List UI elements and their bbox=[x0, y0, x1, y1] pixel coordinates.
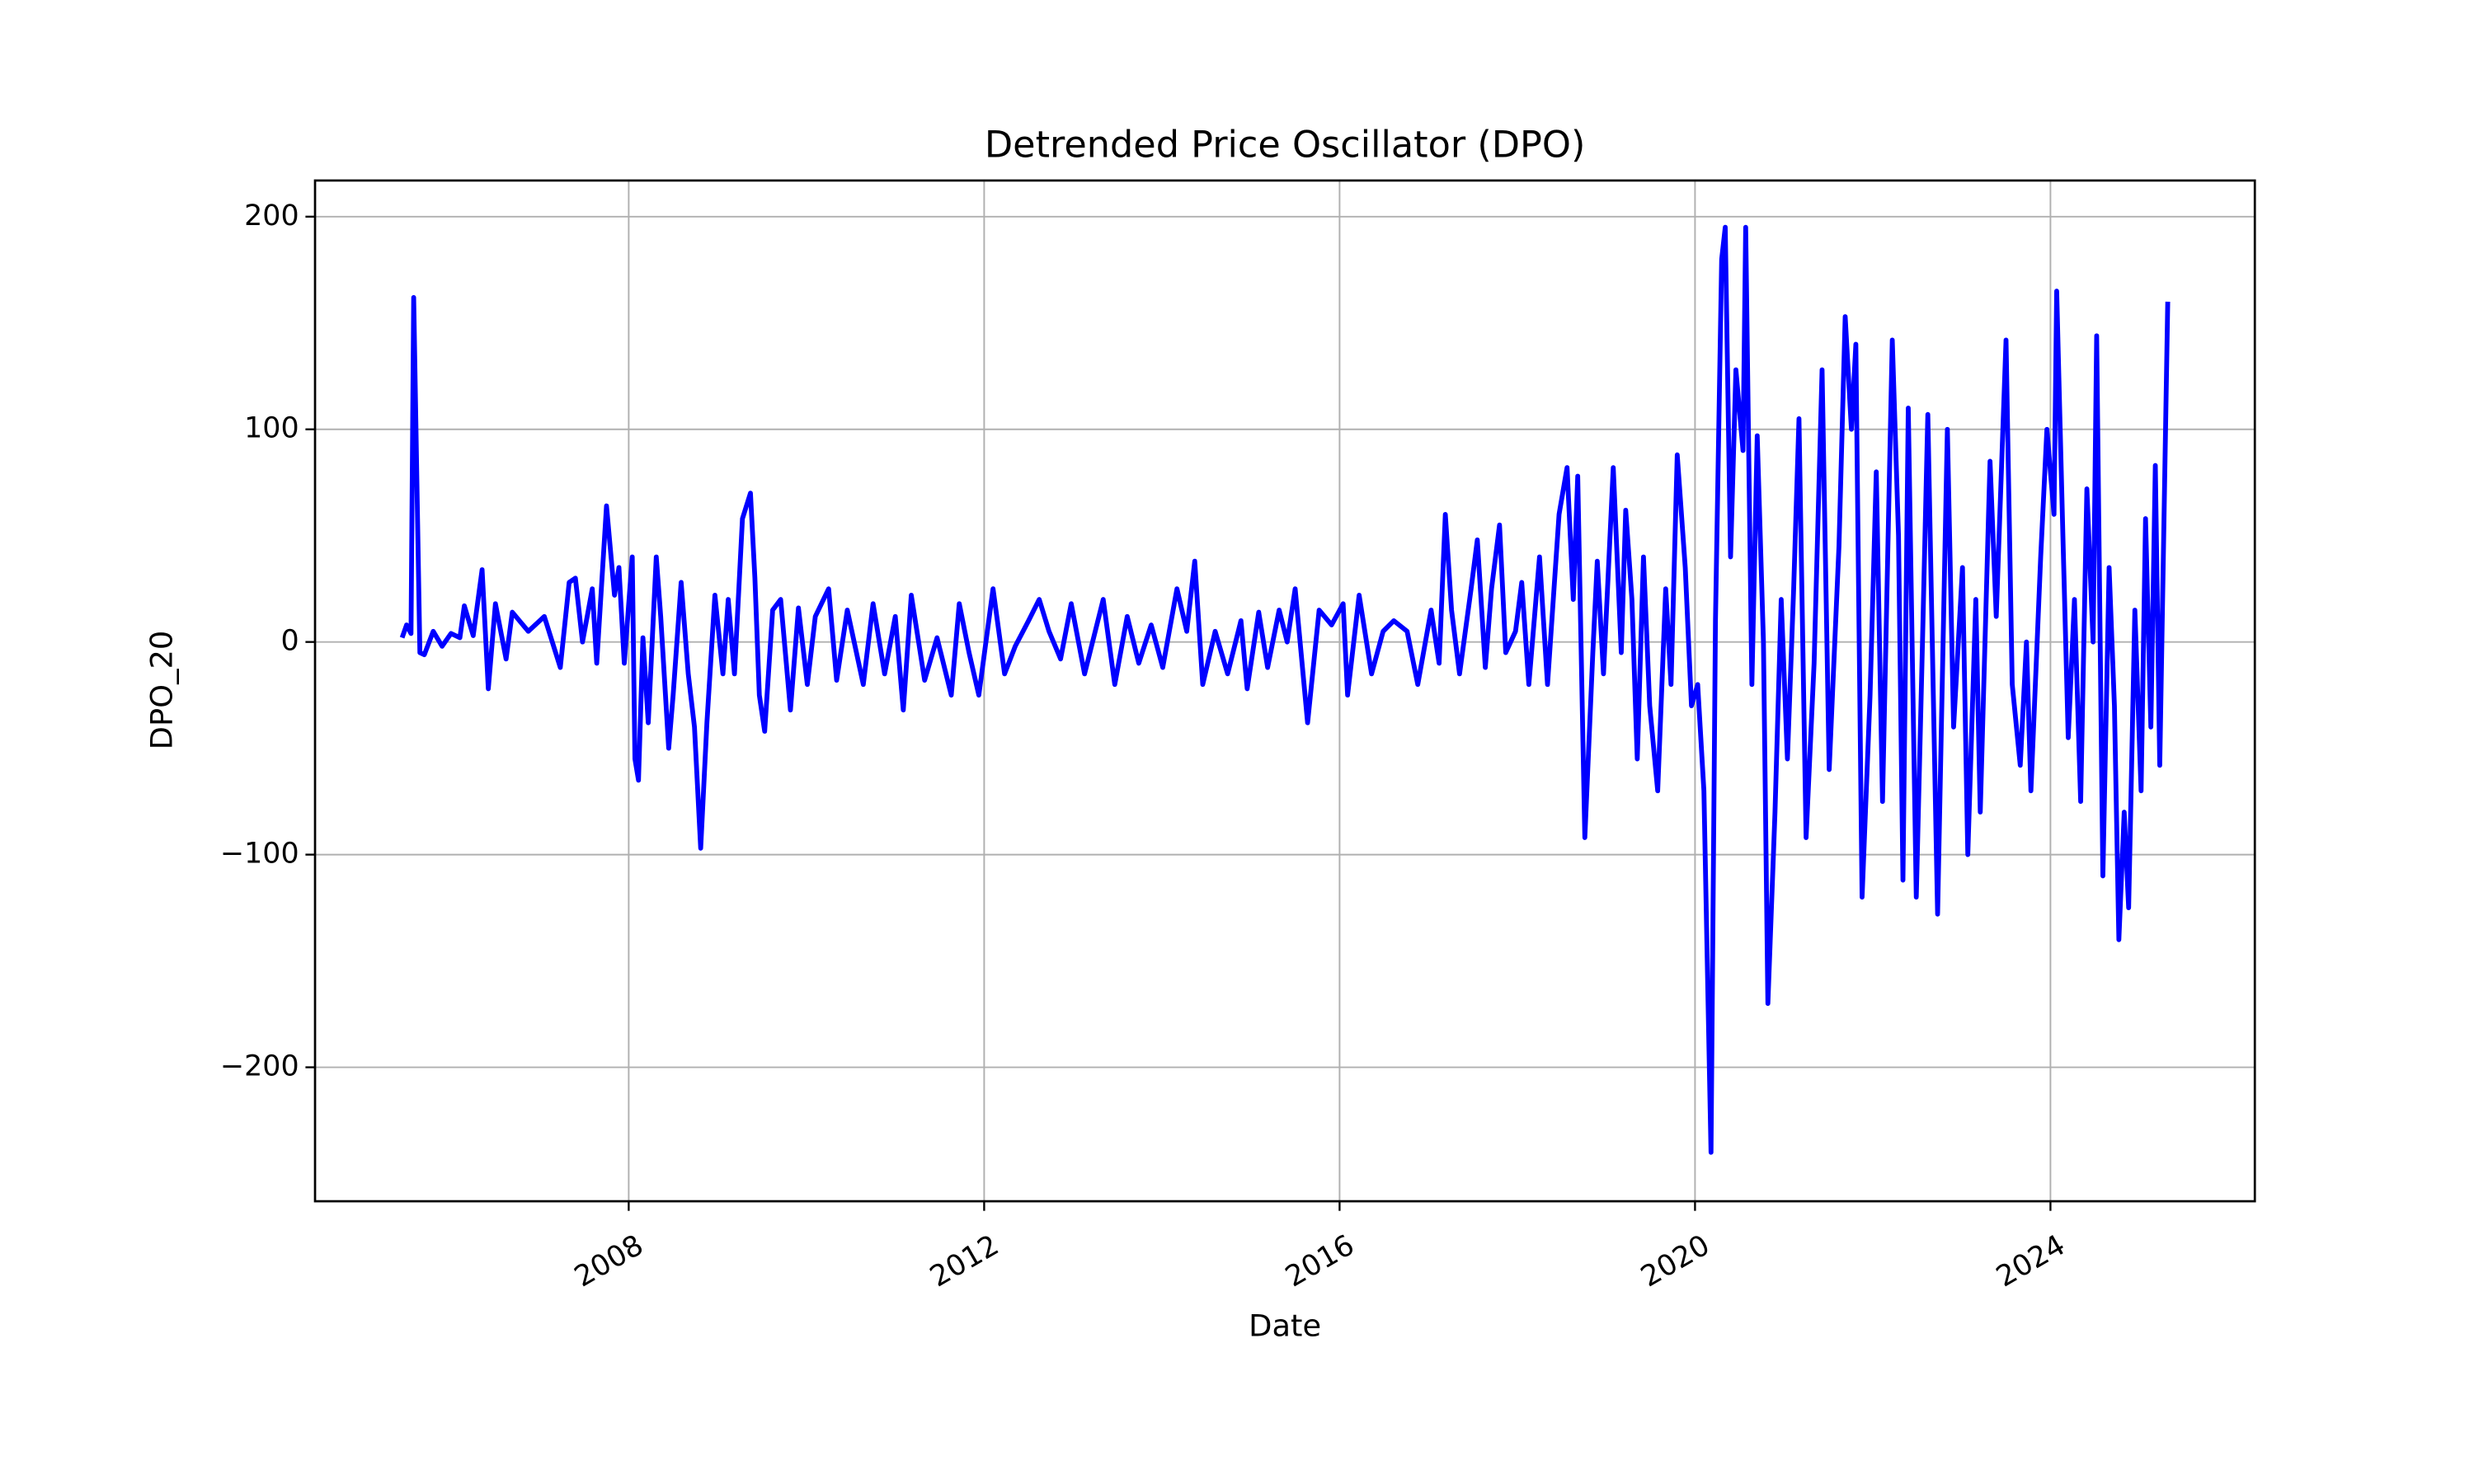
chart-title: Detrended Price Oscillator (DPO) bbox=[985, 123, 1585, 166]
y-tick-label: 100 bbox=[244, 412, 299, 445]
x-axis-label: Date bbox=[1249, 1308, 1321, 1344]
y-axis-label: DPO_20 bbox=[143, 631, 179, 750]
y-tick-label: −200 bbox=[220, 1050, 299, 1083]
plot-area bbox=[399, 224, 2171, 1155]
y-tick-label: 200 bbox=[244, 200, 299, 232]
data-line bbox=[399, 224, 2171, 1155]
y-tick-label: 0 bbox=[280, 625, 299, 658]
plot-frame bbox=[313, 179, 2256, 1203]
y-tick-label: −100 bbox=[220, 838, 299, 871]
